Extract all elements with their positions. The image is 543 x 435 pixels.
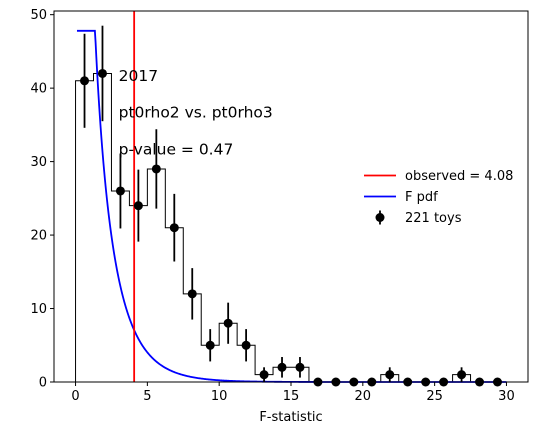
y-axis: 0 10 20 30 40 50 [30,8,54,391]
x-tick-label-20: 20 [355,389,372,404]
toy-point-8 [223,318,233,328]
annotation-year: 2017 [119,67,158,85]
x-tick-label-0: 0 [71,389,79,404]
toy-point-9 [241,340,251,350]
toy-point-5 [169,223,179,233]
x-tick-label-30: 30 [498,389,515,404]
y-tick-label-40: 40 [30,82,47,97]
legend-label-f-pdf: F pdf [405,190,438,205]
annotation-p-value: p-value = 0.47 [119,140,234,158]
toy-point-1 [97,68,107,78]
annotation-comparison: pt0rho2 vs. pt0rho3 [119,104,273,122]
x-tick-label-25: 25 [426,389,443,404]
y-tick-label-0: 0 [39,376,47,391]
toy-point-7 [205,340,215,350]
toy-point-3 [133,201,143,211]
toy-point-10 [259,370,269,380]
legend: observed = 4.08 F pdf 221 toys [364,169,513,226]
x-tick-label-15: 15 [283,389,300,404]
toy-point-4 [151,164,161,174]
x-axis: 0 5 10 15 20 25 30 [71,382,515,404]
toy-point-6 [187,289,197,299]
legend-label-toys: 221 toys [405,211,462,226]
y-tick-label-10: 10 [30,302,47,317]
toy-point-21 [457,370,467,380]
toy-point-17 [385,370,395,380]
x-tick-label-10: 10 [211,389,228,404]
x-axis-label: F-statistic [259,410,322,425]
toy-point-12 [295,362,305,372]
y-tick-label-30: 30 [30,155,47,170]
x-tick-label-5: 5 [143,389,151,404]
y-tick-label-50: 50 [30,8,47,23]
legend-label-observed: observed = 4.08 [405,169,513,184]
legend-swatch-toys-marker [375,213,385,222]
toy-point-11 [277,362,287,372]
y-tick-label-20: 20 [30,229,47,244]
toy-point-0 [80,76,90,86]
toy-point-2 [115,186,125,196]
